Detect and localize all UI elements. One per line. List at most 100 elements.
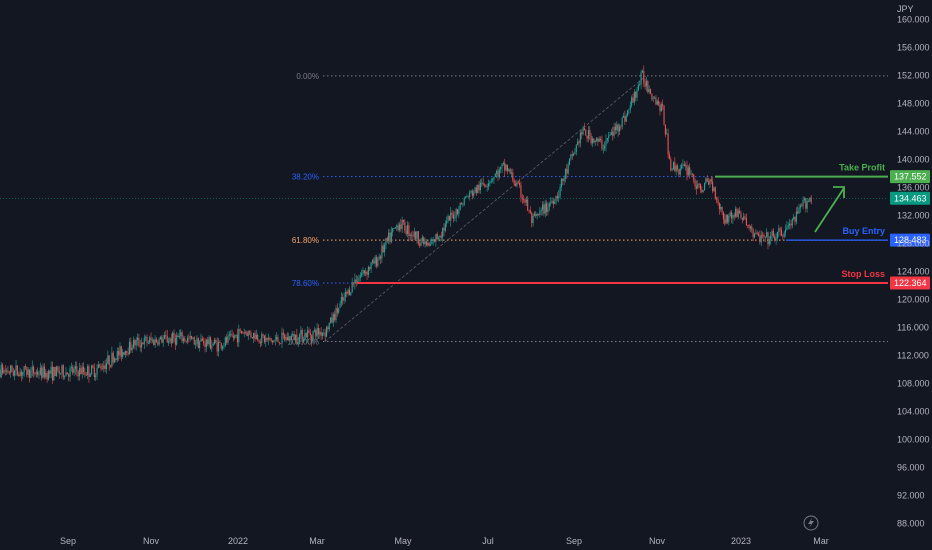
candle [477,184,479,194]
candle [119,342,121,360]
candle [771,228,773,239]
candle [493,176,495,185]
candle [370,261,372,274]
candle [459,202,461,211]
candle [590,133,592,146]
candle [181,330,183,343]
candle [698,182,700,189]
candle [347,288,349,296]
candle [516,179,518,188]
candle [713,186,715,192]
trade-levels[interactable]: Take Profit 137.552 Buy Entry 128.483 Stop L… [0,163,930,290]
candle [321,332,324,340]
projection-arrow[interactable] [814,186,845,233]
candle [537,213,540,216]
candle [162,334,164,347]
candle [479,179,481,194]
y-tick-label: 108.000 [897,379,930,389]
candle [265,333,267,347]
candle [293,331,295,341]
candle [258,339,260,344]
fibonacci-retracement[interactable]: 0.00% 38.20% 61.80% 78.60% 100.00% [287,72,888,347]
candle [88,364,90,383]
candle [297,337,299,347]
candle [566,163,568,179]
candle [467,195,469,198]
x-tick-label: Mar [309,536,325,546]
candle [315,328,317,340]
y-tick-label: 140.000 [897,155,930,165]
candle [324,328,326,342]
candle [752,228,754,242]
candle [732,213,734,225]
candle [805,197,807,213]
candle [327,325,329,333]
y-tick-label: 104.000 [897,407,930,417]
candle [126,351,128,356]
candle [130,337,132,354]
candle [747,225,749,229]
candle [261,331,263,346]
candle [165,330,167,340]
candle [122,349,124,359]
candle [278,341,280,346]
candle [595,137,598,143]
y-tick-label: 160.000 [897,15,930,25]
candle [806,198,808,213]
candle [586,135,588,143]
candle [794,216,796,226]
price-axis[interactable]: 88.000 92.000 96.000 100.000 104.000 108.000 1… [897,15,930,529]
candle [309,329,311,339]
candle [433,239,436,243]
candle [776,231,778,242]
candle [367,265,369,278]
candle [24,363,27,370]
y-tick-label: 100.000 [897,435,930,445]
time-axis[interactable]: Sep Nov 2022 Mar May Jul Sep Nov 2023 Mar [60,536,829,546]
candle [81,362,83,379]
candle [755,229,757,235]
candle [335,305,337,324]
candle [101,363,103,370]
candle [462,202,464,208]
candle [670,156,672,172]
candle [757,231,760,237]
candle [338,307,340,315]
candle [766,228,768,238]
candle [352,282,355,287]
candle [514,180,517,187]
candle [686,160,688,181]
candle [648,85,650,95]
x-tick-label: 2022 [228,536,248,546]
candle [339,301,341,309]
candle [365,268,367,277]
fib-level-label: 61.80% [292,236,319,245]
y-tick-label: 156.000 [897,43,930,53]
candle [705,176,707,185]
candle [512,168,514,183]
candle [428,241,430,247]
candle [763,232,765,242]
candle [768,236,770,247]
candle [257,333,259,342]
candle [662,99,664,111]
candle [271,339,274,345]
y-tick-label: 96.000 [897,463,925,473]
candle [138,333,140,348]
candle [104,359,106,372]
candle [330,317,332,324]
candle [77,370,79,381]
candle [115,358,117,363]
x-tick-label: Nov [143,536,160,546]
candle [316,323,318,342]
candle [382,243,384,253]
y-tick-label: 136.000 [897,183,930,193]
replay-icon[interactable] [803,515,819,531]
candle [157,340,159,347]
candle [180,328,182,340]
candle [598,136,600,142]
candle [712,177,714,194]
candle [244,330,247,335]
candle [802,196,804,209]
